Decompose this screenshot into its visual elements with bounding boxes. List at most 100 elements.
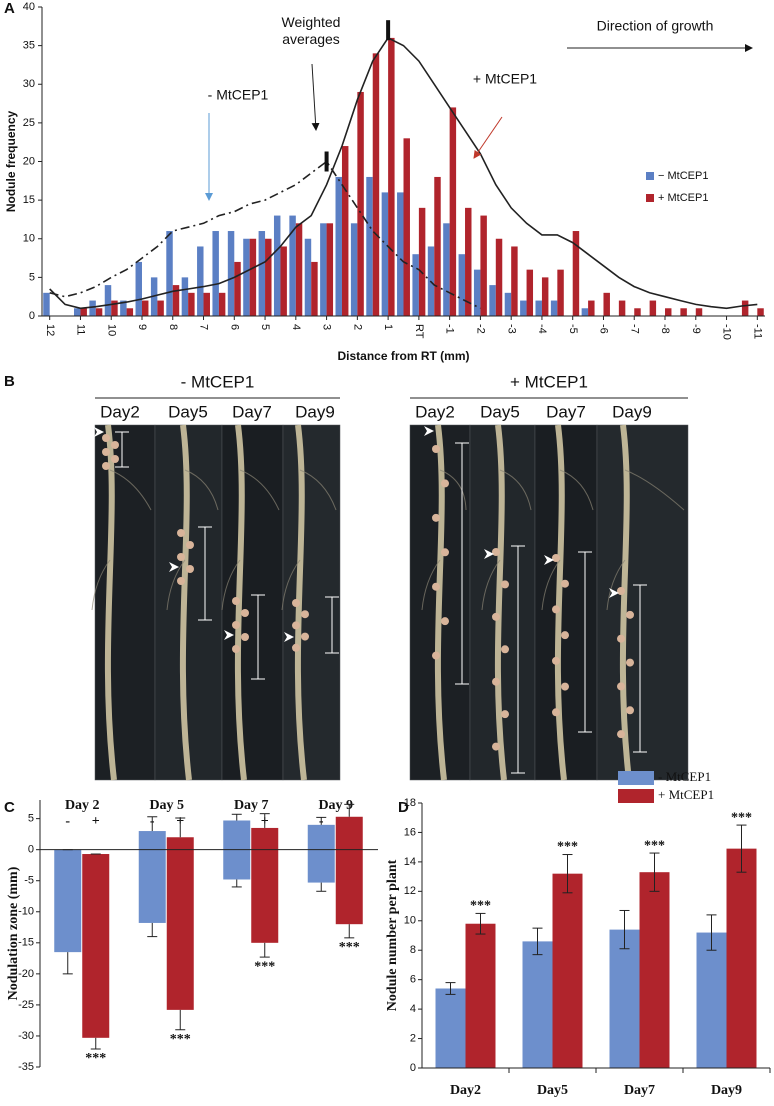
- group-label: Day 7: [234, 798, 269, 813]
- legend-label: + MtCEP1: [658, 192, 708, 204]
- root-hair: [541, 469, 594, 611]
- x-tick-label: Day9: [711, 1083, 742, 1098]
- y-tick-label: 4: [410, 1003, 416, 1015]
- bar: [304, 238, 312, 316]
- x-tick-label: -7: [628, 324, 640, 334]
- nodule: [111, 441, 119, 449]
- x-tick-label: -11: [751, 324, 763, 339]
- nodule: [177, 577, 185, 585]
- bar: [526, 269, 534, 316]
- bar: [665, 308, 672, 316]
- root: [104, 424, 117, 781]
- y-tick-label: 20: [23, 155, 35, 167]
- bar: [372, 53, 380, 316]
- bar: [197, 246, 204, 316]
- nodule: [626, 658, 634, 667]
- nodule: [626, 706, 634, 715]
- bar: [172, 285, 180, 316]
- x-tick-label: 6: [228, 324, 240, 330]
- significance: ***: [85, 1051, 106, 1066]
- bar: [73, 308, 81, 316]
- bar: [397, 192, 404, 316]
- x-tick-label: 1: [382, 324, 394, 330]
- bar: [639, 872, 670, 1068]
- bar: [695, 308, 703, 316]
- significance: ***: [731, 810, 752, 825]
- x-tick-label: RT: [413, 324, 425, 339]
- arrowhead: [94, 427, 104, 437]
- x-tick-label: 2: [351, 324, 363, 330]
- nodule: [492, 742, 500, 751]
- bar: [504, 292, 512, 316]
- bar: [757, 308, 764, 316]
- nodule: [241, 633, 249, 641]
- day-label: Day2: [100, 402, 140, 421]
- significance: ***: [470, 899, 491, 914]
- x-tick-label: -6: [598, 324, 610, 334]
- nodule: [492, 677, 500, 686]
- nodule: [501, 645, 509, 654]
- nodule: [177, 529, 185, 537]
- bar: [135, 261, 142, 316]
- day-label: Day5: [168, 402, 208, 421]
- bar: [295, 223, 303, 316]
- nodule: [232, 597, 240, 605]
- bar: [166, 231, 173, 316]
- bar: [234, 261, 241, 316]
- bar: [618, 300, 626, 316]
- day-label: Day7: [546, 402, 586, 421]
- x-tick-label: -5: [567, 324, 579, 334]
- bar: [418, 207, 426, 316]
- panel-label: A: [4, 0, 15, 17]
- bar: [465, 207, 472, 316]
- group-label: Day 2: [65, 798, 100, 813]
- root: [179, 424, 192, 781]
- root: [494, 424, 507, 781]
- group-title: - MtCEP1: [181, 372, 255, 391]
- bar: [366, 176, 373, 316]
- bar: [120, 300, 127, 316]
- annotation: Direction of growth: [597, 18, 714, 34]
- x-tick-label: -8: [659, 324, 671, 334]
- bar: [357, 91, 364, 316]
- nodule: [111, 455, 119, 463]
- nodule: [552, 554, 560, 562]
- y-tick-label: 0: [410, 1062, 416, 1074]
- x-tick-label: Day5: [537, 1083, 568, 1098]
- y-tick-label: 5: [29, 271, 35, 283]
- bar: [741, 300, 749, 316]
- x-tick-label: 5: [259, 324, 271, 330]
- y-tick-label: 18: [404, 797, 416, 809]
- group-title: + MtCEP1: [510, 372, 588, 391]
- nodule: [292, 599, 300, 607]
- nodule: [441, 617, 449, 626]
- series-label: -: [65, 814, 70, 829]
- nodule: [626, 610, 634, 619]
- nodule: [292, 621, 300, 630]
- significance: ***: [557, 840, 578, 855]
- nodule: [186, 541, 194, 549]
- bar: [258, 231, 266, 316]
- bar: [388, 37, 395, 317]
- legend-swatch: [646, 172, 654, 180]
- x-tick-label: 9: [136, 324, 148, 330]
- x-tick-label: Day7: [624, 1083, 655, 1098]
- y-tick-label: 40: [23, 1, 35, 13]
- bar: [181, 277, 189, 316]
- arrow: [473, 116, 503, 159]
- annotation: - MtCEP1: [208, 87, 269, 103]
- series-label: +: [92, 814, 100, 829]
- bar: [157, 300, 164, 316]
- bar: [522, 941, 553, 1068]
- nodule: [441, 548, 449, 557]
- y-tick-label: -35: [18, 1061, 34, 1073]
- bar: [696, 932, 727, 1068]
- bar: [412, 254, 419, 316]
- legend-swatch: [646, 194, 654, 202]
- bar: [649, 300, 657, 316]
- bar: [335, 816, 363, 925]
- root: [554, 424, 567, 781]
- bar: [511, 246, 518, 316]
